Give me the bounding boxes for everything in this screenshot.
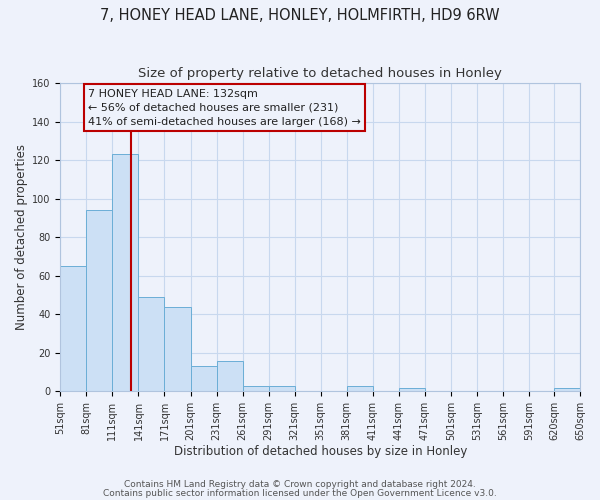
Text: Contains public sector information licensed under the Open Government Licence v3: Contains public sector information licen… xyxy=(103,489,497,498)
Text: 7, HONEY HEAD LANE, HONLEY, HOLMFIRTH, HD9 6RW: 7, HONEY HEAD LANE, HONLEY, HOLMFIRTH, H… xyxy=(100,8,500,22)
Title: Size of property relative to detached houses in Honley: Size of property relative to detached ho… xyxy=(138,68,502,80)
Y-axis label: Number of detached properties: Number of detached properties xyxy=(15,144,28,330)
Bar xyxy=(554,388,580,392)
Bar xyxy=(347,386,373,392)
X-axis label: Distribution of detached houses by size in Honley: Distribution of detached houses by size … xyxy=(173,444,467,458)
Bar xyxy=(191,366,217,392)
Bar xyxy=(242,386,269,392)
Bar xyxy=(164,306,191,392)
Bar xyxy=(269,386,295,392)
Bar xyxy=(139,297,164,392)
Bar xyxy=(61,266,86,392)
Bar xyxy=(86,210,112,392)
Text: Contains HM Land Registry data © Crown copyright and database right 2024.: Contains HM Land Registry data © Crown c… xyxy=(124,480,476,489)
Bar xyxy=(398,388,425,392)
Bar xyxy=(112,154,139,392)
Text: 7 HONEY HEAD LANE: 132sqm
← 56% of detached houses are smaller (231)
41% of semi: 7 HONEY HEAD LANE: 132sqm ← 56% of detac… xyxy=(88,89,361,127)
Bar xyxy=(217,360,242,392)
